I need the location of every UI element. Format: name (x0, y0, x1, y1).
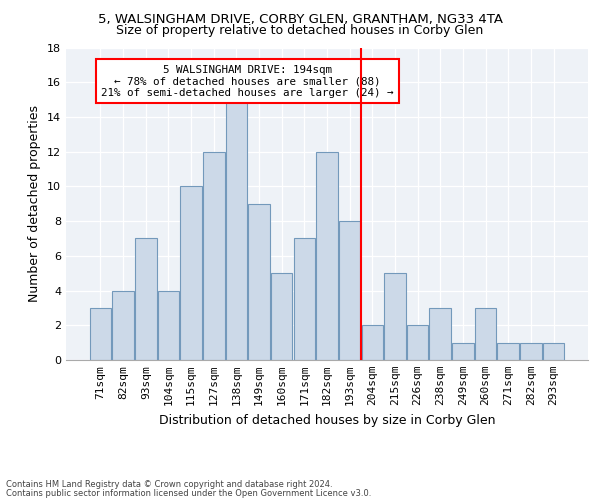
Bar (430, 308, 451, 360)
Bar (203, 152, 224, 360)
Bar (181, 186, 202, 360)
Bar (293, 238, 315, 360)
Bar (475, 308, 496, 360)
Bar (407, 326, 428, 360)
Bar (135, 238, 157, 360)
Bar (384, 273, 406, 360)
Bar (339, 221, 361, 360)
Bar (158, 290, 179, 360)
Bar (112, 290, 134, 360)
Text: 5, WALSINGHAM DRIVE, CORBY GLEN, GRANTHAM, NG33 4TA: 5, WALSINGHAM DRIVE, CORBY GLEN, GRANTHA… (97, 12, 503, 26)
Bar (362, 326, 383, 360)
Bar (226, 100, 247, 360)
Text: 5 WALSINGHAM DRIVE: 194sqm
← 78% of detached houses are smaller (88)
21% of semi: 5 WALSINGHAM DRIVE: 194sqm ← 78% of deta… (101, 65, 394, 98)
Bar (520, 342, 542, 360)
Y-axis label: Number of detached properties: Number of detached properties (28, 106, 41, 302)
Text: Contains public sector information licensed under the Open Government Licence v3: Contains public sector information licen… (6, 490, 371, 498)
Text: Size of property relative to detached houses in Corby Glen: Size of property relative to detached ho… (116, 24, 484, 37)
Bar (452, 342, 473, 360)
Bar (316, 152, 338, 360)
Bar (543, 342, 564, 360)
Text: Contains HM Land Registry data © Crown copyright and database right 2024.: Contains HM Land Registry data © Crown c… (6, 480, 332, 489)
Bar (271, 273, 292, 360)
Bar (248, 204, 270, 360)
Bar (497, 342, 519, 360)
Bar (90, 308, 111, 360)
X-axis label: Distribution of detached houses by size in Corby Glen: Distribution of detached houses by size … (159, 414, 495, 426)
